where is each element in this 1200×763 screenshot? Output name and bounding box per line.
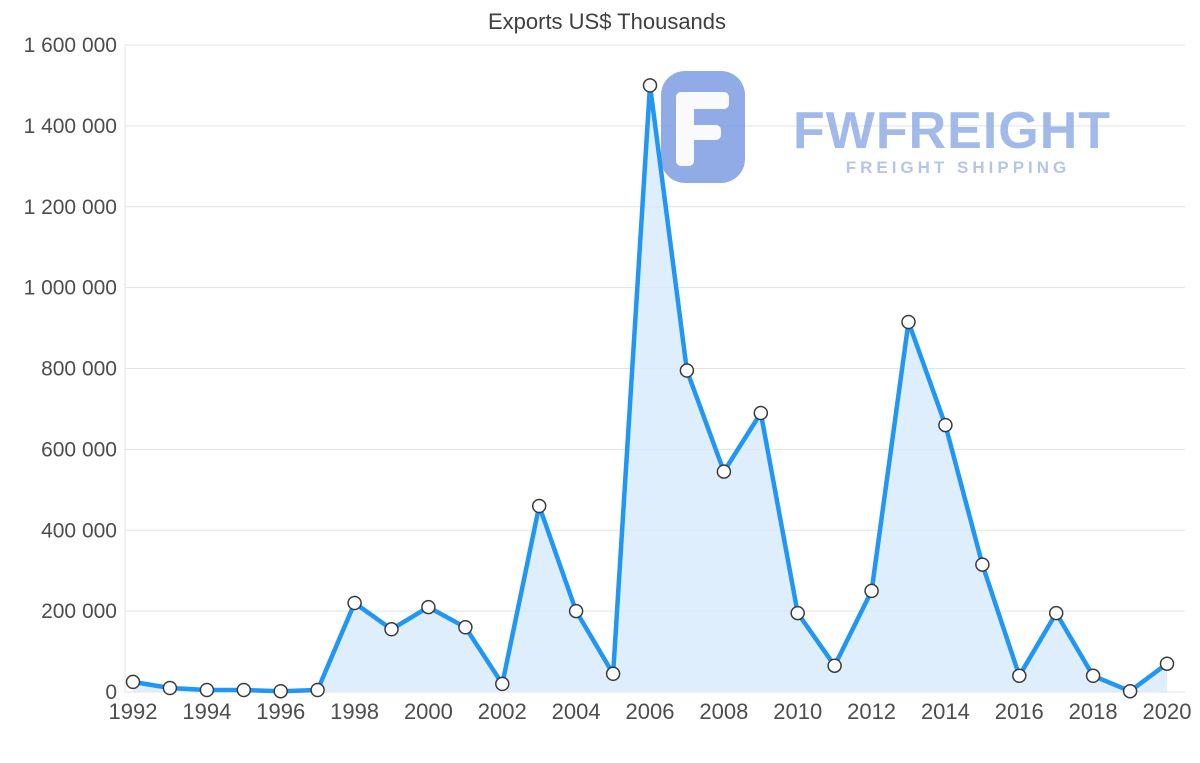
x-axis-label: 2004 <box>552 699 601 724</box>
fwfreight-watermark: FWFREIGHT FREIGHT SHIPPING <box>661 71 1111 183</box>
data-point-1998[interactable] <box>347 595 362 611</box>
x-axis-label: 2002 <box>478 699 527 724</box>
x-axis-label: 1998 <box>330 699 379 724</box>
x-axis-label: 2006 <box>626 699 675 724</box>
data-point-2005[interactable] <box>605 666 621 682</box>
data-point-2018[interactable] <box>1085 668 1101 684</box>
x-axis-label: 2016 <box>995 699 1044 724</box>
data-point-1993[interactable] <box>162 680 178 696</box>
x-axis-label: 1994 <box>182 699 231 724</box>
data-point-2013[interactable] <box>901 314 916 330</box>
data-point-1999[interactable] <box>384 622 399 637</box>
y-axis-label: 1 200 000 <box>24 196 117 219</box>
data-point-1992[interactable] <box>125 674 141 690</box>
data-point-2004[interactable] <box>568 603 584 619</box>
x-axis-label: 2018 <box>1069 699 1118 724</box>
data-point-1997[interactable] <box>310 682 325 698</box>
data-point-2019[interactable] <box>1122 683 1138 699</box>
x-axis-label: 1996 <box>256 699 305 724</box>
x-axis-label: 2012 <box>847 699 896 724</box>
data-point-2010[interactable] <box>790 605 805 621</box>
chart-title: Exports US$ Thousands <box>488 9 726 34</box>
axis-labels-layer: 0 200 000 400 000 600 000 800 000 1 000 000 1 … <box>24 34 1192 724</box>
watermark-logo-glyph <box>676 92 729 166</box>
data-point-2007[interactable] <box>679 363 695 378</box>
x-axis-label: 2020 <box>1143 699 1192 724</box>
watermark-tagline: FREIGHT SHIPPING <box>846 158 1071 177</box>
y-axis-label: 400 000 <box>41 519 117 542</box>
series-layer <box>125 78 1175 699</box>
data-point-2017[interactable] <box>1048 605 1064 621</box>
data-point-2009[interactable] <box>753 405 769 421</box>
y-axis-label: 0 <box>105 681 117 704</box>
data-point-2020[interactable] <box>1159 656 1175 671</box>
data-point-2016[interactable] <box>1012 668 1027 684</box>
y-axis-label: 1 600 000 <box>24 34 117 57</box>
y-axis-label: 200 000 <box>41 600 117 623</box>
data-point-2000[interactable] <box>421 599 436 615</box>
data-point-2012[interactable] <box>864 583 879 599</box>
x-axis-label: 2010 <box>773 699 822 724</box>
x-axis-label: 1992 <box>109 699 158 724</box>
data-point-2006[interactable] <box>642 78 658 93</box>
watermark-brand: FWFREIGHT <box>793 102 1111 160</box>
data-point-1995[interactable] <box>236 682 252 698</box>
data-point-1994[interactable] <box>199 682 215 698</box>
y-axis-label: 800 000 <box>41 358 117 381</box>
x-axis-label: 2014 <box>921 699 970 724</box>
y-axis-label: 1 000 000 <box>24 277 117 300</box>
area-fill-path <box>133 85 1167 692</box>
area-fill-layer <box>133 85 1167 692</box>
data-point-1996[interactable] <box>273 683 288 699</box>
data-point-2008[interactable] <box>716 464 732 479</box>
data-point-2015[interactable] <box>975 557 990 572</box>
data-point-2003[interactable] <box>531 498 547 514</box>
data-point-2001[interactable] <box>458 620 473 635</box>
data-point-2014[interactable] <box>938 417 953 433</box>
data-point-2011[interactable] <box>827 658 842 673</box>
x-axis-label: 2000 <box>404 699 453 724</box>
x-axis-label: 2008 <box>699 699 748 724</box>
y-axis-label: 600 000 <box>41 438 117 461</box>
y-axis-label: 1 400 000 <box>24 115 117 138</box>
data-point-2002[interactable] <box>495 676 510 692</box>
